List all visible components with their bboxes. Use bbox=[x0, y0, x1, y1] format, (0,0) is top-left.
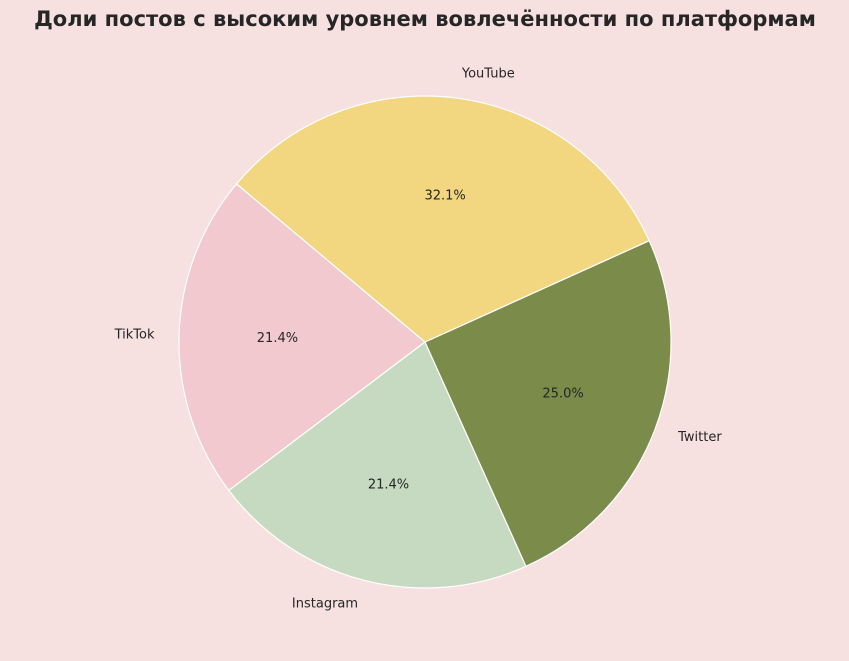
slice-label: Instagram bbox=[292, 597, 358, 612]
value-label: 25.0% bbox=[542, 387, 583, 402]
value-label: 32.1% bbox=[424, 188, 465, 203]
pie-slice bbox=[227, 341, 527, 589]
value-label: 21.4% bbox=[368, 478, 409, 493]
pie-slice bbox=[235, 95, 650, 343]
pie-slice bbox=[424, 239, 672, 568]
slice-label: Twitter bbox=[677, 430, 722, 445]
pie-slice bbox=[178, 183, 426, 492]
slice-label: TikTok bbox=[114, 328, 155, 343]
value-label: 21.4% bbox=[257, 331, 298, 346]
chart-title: Доли постов с высоким уровнем вовлечённо… bbox=[34, 7, 816, 31]
slice-label: YouTube bbox=[461, 66, 515, 81]
